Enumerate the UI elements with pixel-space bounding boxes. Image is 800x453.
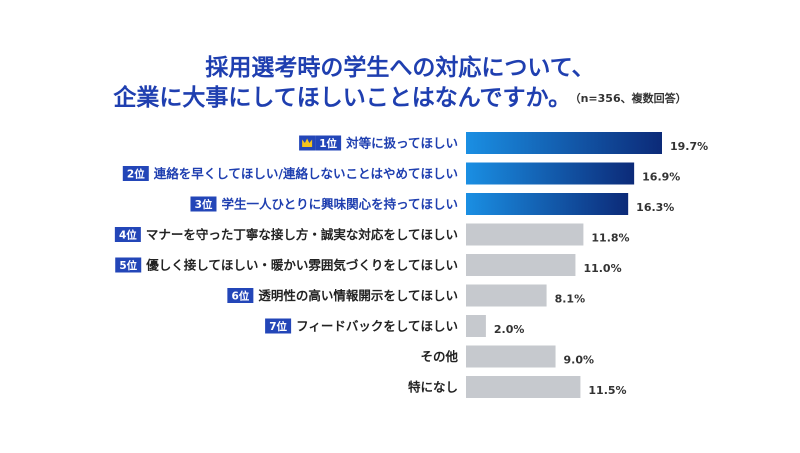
rank-badge-bg xyxy=(114,227,141,242)
bar xyxy=(466,376,581,398)
rank-badge: 6位 xyxy=(227,288,254,303)
bar xyxy=(466,315,486,337)
bar xyxy=(466,193,629,215)
value-label: 16.9% xyxy=(642,171,680,184)
rank-badge: 2位 xyxy=(122,166,149,181)
chart-row: 11.0% 優しく接してほしい・暖かい雰囲気づくりをしてほしい 5位 xyxy=(115,254,622,276)
rank-badge-bg xyxy=(227,288,254,303)
rank-label: 1位 xyxy=(319,137,337,150)
category-label: 透明性の高い情報開示をしてほしい xyxy=(258,288,458,303)
category-label: 学生一人ひとりに興味関心を持ってほしい xyxy=(221,197,458,212)
category-label: 特になし xyxy=(408,380,458,395)
value-label: 11.8% xyxy=(591,232,629,245)
rank-label: 4位 xyxy=(119,228,137,241)
chart-title-line2-text: 企業に大事にしてほしいことはなんですか。 xyxy=(113,85,572,111)
chart-title-line1: 採用選考時の学生への対応について、 xyxy=(205,55,595,81)
chart-row: 11.5% 特になし xyxy=(408,376,627,398)
rank-label: 2位 xyxy=(127,167,145,180)
category-label: 優しく接してほしい・暖かい雰囲気づくりをしてほしい xyxy=(145,258,458,273)
rank-badge-bg xyxy=(115,257,142,273)
chart-row: 16.3% 学生一人ひとりに興味関心を持ってほしい 3位 xyxy=(190,193,674,215)
value-label: 9.0% xyxy=(564,354,595,367)
bar xyxy=(466,345,556,368)
rank-badge: 3位 xyxy=(190,196,217,212)
bar xyxy=(466,284,547,307)
chart-row: 16.9% 連絡を早くしてほしい/連絡しないことはやめてほしい 2位 xyxy=(122,162,680,185)
chart-row: 11.8% マナーを守った丁寧な接し方・誠実な対応をしてほしい 4位 xyxy=(114,223,630,246)
rank-badge: 7位 xyxy=(265,318,292,334)
value-label: 16.3% xyxy=(636,201,674,214)
chart-row: 8.1% 透明性の高い情報開示をしてほしい 6位 xyxy=(227,284,586,307)
category-label: その他 xyxy=(420,349,458,364)
bar xyxy=(466,223,584,246)
chart-row: 2.0% フィードバックをしてほしい 7位 xyxy=(265,315,524,337)
chart-row: 9.0% その他 xyxy=(420,345,595,368)
rank-badge-bg xyxy=(122,166,149,181)
rank-badge: 4位 xyxy=(114,227,141,242)
rank-label: 3位 xyxy=(195,198,213,211)
value-label: 2.0% xyxy=(494,323,525,336)
rank-badge-bg xyxy=(315,135,342,151)
category-label: 対等に扱ってほしい xyxy=(345,136,458,151)
category-label: 連絡を早くしてほしい/連絡しないことはやめてほしい xyxy=(154,166,458,181)
value-label: 11.5% xyxy=(588,384,626,397)
value-label: 19.7% xyxy=(670,140,708,153)
rank-badge: 5位 xyxy=(115,257,142,273)
value-label: 11.0% xyxy=(583,262,621,275)
chart-rows: 19.7% 対等に扱ってほしい 1位 16.9% 連絡を早くしてほしい/連絡しないことは… xyxy=(114,132,708,398)
chart-title-line2: 企業に大事にしてほしいことはなんですか。 （n=356、複数回答） xyxy=(0,84,800,113)
category-label: フィードバックをしてほしい xyxy=(296,319,458,334)
rank-label: 5位 xyxy=(119,259,137,272)
rank-badge-bg xyxy=(190,196,217,212)
rank-badge: 1位 xyxy=(299,135,342,151)
sample-note: （n=356、複数回答） xyxy=(575,92,687,105)
bar xyxy=(466,132,662,154)
rank-label: 7位 xyxy=(269,320,287,333)
category-label: マナーを守った丁寧な接し方・誠実な対応をしてほしい xyxy=(146,227,458,242)
chart-row: 19.7% 対等に扱ってほしい 1位 xyxy=(299,132,708,154)
rank-label: 6位 xyxy=(231,289,249,302)
rank-badge-bg xyxy=(265,318,292,334)
value-label: 8.1% xyxy=(555,293,586,306)
crown-icon xyxy=(302,138,313,147)
bar xyxy=(466,162,635,185)
bar xyxy=(466,254,576,276)
